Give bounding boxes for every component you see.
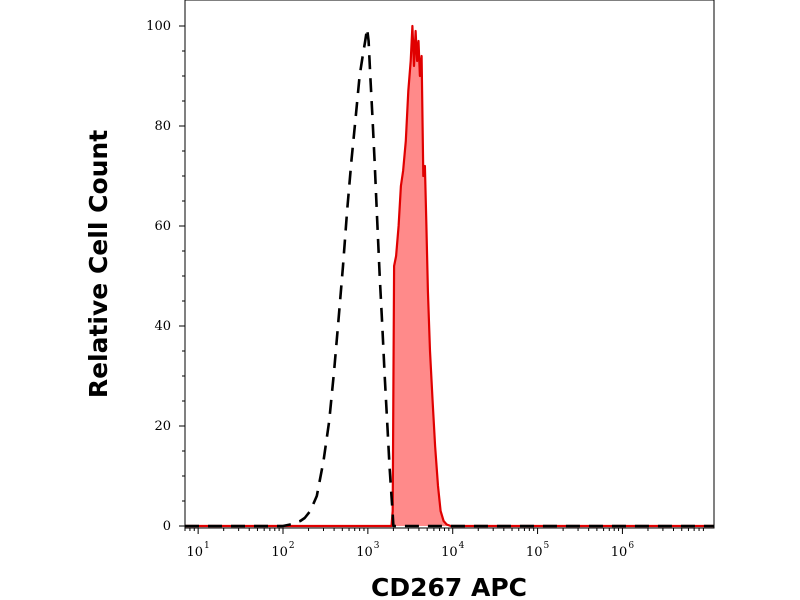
- x-axis-ticks: 101 102 103 104 105 106: [184, 528, 704, 560]
- x-tick-label: 102: [271, 541, 294, 560]
- y-tick-label: 80: [154, 119, 171, 134]
- x-tick-label: 101: [187, 541, 210, 560]
- y-axis-title: Relative Cell Count: [84, 130, 113, 398]
- dashed-series-line: [185, 27, 714, 528]
- solid-series-fill: [185, 26, 714, 526]
- plot-area: [185, 24, 714, 528]
- y-tick-label: 20: [154, 419, 171, 434]
- y-axis-ticks: 0 20 40 60 80 100: [146, 19, 185, 534]
- x-tick-label: 103: [356, 541, 380, 560]
- y-tick-label: 0: [163, 519, 171, 534]
- x-tick-label: 106: [611, 541, 635, 560]
- axes: [184, 0, 715, 529]
- x-tick-label: 105: [526, 541, 550, 560]
- y-tick-label: 40: [154, 319, 171, 334]
- y-tick-label: 100: [146, 19, 171, 34]
- x-axis-title: CD267 APC: [371, 573, 527, 600]
- plot-frame: [184, 0, 715, 529]
- x-tick-label: 104: [441, 541, 465, 560]
- y-tick-label: 60: [154, 219, 171, 234]
- solid-series-line: [185, 24, 714, 528]
